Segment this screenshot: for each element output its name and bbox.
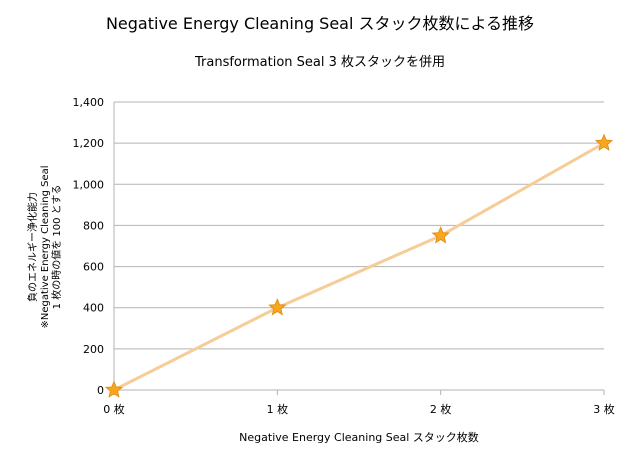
y-tick-label: 1,000 <box>73 178 105 191</box>
y-axis-title-line-2: ※Negative Energy Cleaning Seal <box>40 165 51 328</box>
y-tick-label: 1,400 <box>73 96 105 109</box>
y-tick-label: 1,200 <box>73 137 105 150</box>
y-tick-label: 0 <box>97 384 104 397</box>
y-tick-label: 400 <box>83 302 104 315</box>
axes <box>113 102 605 395</box>
x-tick-label: 1 枚 <box>267 402 289 416</box>
x-tick-label: 0 枚 <box>103 402 125 416</box>
y-axis-title-line-1: 負のエネルギー浄化能力 <box>26 192 39 302</box>
grid <box>114 101 604 391</box>
x-tick-label: 3 枚 <box>593 402 615 416</box>
y-tick-label: 200 <box>83 343 104 356</box>
data-point-star <box>268 298 287 316</box>
x-tick-label: 2 枚 <box>430 402 452 416</box>
x-axis-title: Negative Energy Cleaning Seal スタック枚数 <box>239 430 479 444</box>
y-tick-label: 600 <box>83 261 104 274</box>
y-tick-labels: 0 200 400 600 800 1,000 1,200 1,400 <box>73 96 105 397</box>
data-point-star <box>431 226 450 244</box>
series-line <box>113 141 605 392</box>
data-point-star <box>104 380 124 398</box>
series <box>104 133 614 398</box>
chart-subtitle: Transformation Seal 3 枚スタックを併用 <box>194 55 445 70</box>
y-axis-title-line-3: 1 枚の時の値を 100 とする <box>50 185 63 310</box>
x-tick-labels: 0 枚 1 枚 2 枚 3 枚 <box>103 402 615 416</box>
chart-title: Negative Energy Cleaning Seal スタック枚数による推… <box>106 14 534 33</box>
y-tick-label: 800 <box>83 219 104 232</box>
data-point-star <box>594 133 614 151</box>
y-axis-title: 負のエネルギー浄化能力 ※Negative Energy Cleaning Se… <box>26 165 63 328</box>
